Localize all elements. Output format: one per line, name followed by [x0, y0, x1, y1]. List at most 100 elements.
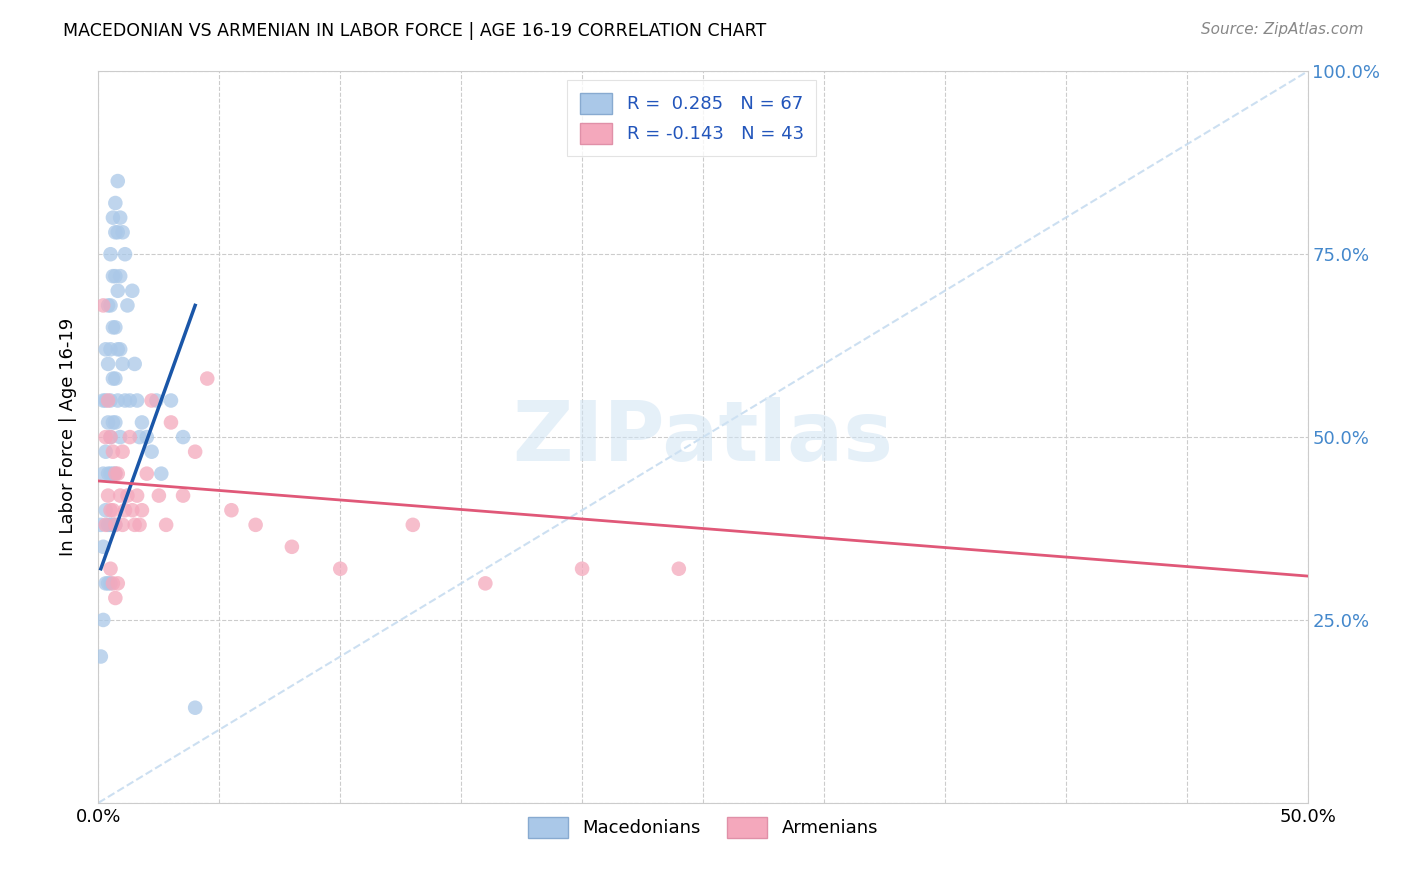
- Point: [101, 371, 124, 385]
- Point: [97, 416, 120, 430]
- Point: [474, 576, 496, 591]
- Point: [131, 503, 153, 517]
- Point: [108, 211, 131, 225]
- Point: [329, 562, 352, 576]
- Point: [100, 298, 122, 312]
- Point: [128, 517, 150, 532]
- Point: [135, 430, 157, 444]
- Point: [114, 247, 136, 261]
- Point: [101, 576, 124, 591]
- Point: [107, 284, 129, 298]
- Point: [127, 393, 149, 408]
- Point: [107, 225, 129, 239]
- Point: [97, 298, 120, 312]
- Point: [111, 517, 134, 532]
- Point: [97, 489, 120, 503]
- Point: [101, 467, 124, 481]
- Point: [94, 430, 117, 444]
- Point: [107, 393, 129, 408]
- Point: [131, 416, 153, 430]
- Point: [91, 298, 114, 312]
- Point: [128, 430, 150, 444]
- Point: [90, 517, 112, 532]
- Point: [668, 562, 690, 576]
- Point: [160, 393, 183, 408]
- Point: [100, 503, 122, 517]
- Point: [91, 467, 114, 481]
- Text: ZIPatlas: ZIPatlas: [513, 397, 893, 477]
- Point: [172, 430, 194, 444]
- Point: [104, 416, 127, 430]
- Point: [114, 503, 136, 517]
- Point: [91, 540, 114, 554]
- Point: [91, 393, 114, 408]
- Point: [94, 393, 117, 408]
- Point: [108, 343, 131, 357]
- Point: [124, 517, 146, 532]
- Point: [97, 517, 120, 532]
- Point: [104, 371, 127, 385]
- Point: [101, 320, 124, 334]
- Point: [100, 467, 122, 481]
- Point: [100, 343, 122, 357]
- Point: [107, 576, 129, 591]
- Y-axis label: In Labor Force | Age 16-19: In Labor Force | Age 16-19: [59, 318, 77, 557]
- Point: [97, 576, 120, 591]
- Point: [111, 357, 134, 371]
- Point: [281, 540, 304, 554]
- Point: [121, 503, 143, 517]
- Point: [108, 489, 131, 503]
- Point: [118, 430, 141, 444]
- Point: [145, 393, 167, 408]
- Point: [111, 225, 134, 239]
- Point: [100, 562, 122, 576]
- Point: [150, 467, 173, 481]
- Point: [90, 649, 112, 664]
- Point: [184, 700, 207, 714]
- Point: [135, 467, 157, 481]
- Point: [100, 393, 122, 408]
- Point: [118, 393, 141, 408]
- Point: [221, 503, 243, 517]
- Point: [104, 225, 127, 239]
- Legend: Macedonians, Armenians: Macedonians, Armenians: [520, 810, 886, 845]
- Point: [100, 247, 122, 261]
- Point: [100, 430, 122, 444]
- Point: [104, 269, 127, 284]
- Point: [94, 343, 117, 357]
- Point: [141, 393, 163, 408]
- Point: [117, 298, 139, 312]
- Point: [104, 320, 127, 334]
- Point: [117, 489, 139, 503]
- Point: [111, 444, 134, 458]
- Text: MACEDONIAN VS ARMENIAN IN LABOR FORCE | AGE 16-19 CORRELATION CHART: MACEDONIAN VS ARMENIAN IN LABOR FORCE | …: [63, 22, 766, 40]
- Point: [104, 517, 127, 532]
- Point: [94, 444, 117, 458]
- Point: [107, 343, 129, 357]
- Point: [94, 503, 117, 517]
- Point: [108, 269, 131, 284]
- Point: [94, 576, 117, 591]
- Text: Source: ZipAtlas.com: Source: ZipAtlas.com: [1201, 22, 1364, 37]
- Point: [114, 393, 136, 408]
- Point: [97, 467, 120, 481]
- Point: [104, 467, 127, 481]
- Point: [100, 430, 122, 444]
- Point: [91, 613, 114, 627]
- Point: [104, 591, 127, 605]
- Point: [108, 430, 131, 444]
- Point: [97, 357, 120, 371]
- Point: [172, 489, 194, 503]
- Point: [195, 371, 218, 385]
- Point: [104, 517, 127, 532]
- Point: [402, 517, 425, 532]
- Point: [101, 211, 124, 225]
- Point: [101, 444, 124, 458]
- Point: [160, 416, 183, 430]
- Point: [571, 562, 593, 576]
- Point: [101, 269, 124, 284]
- Point: [100, 517, 122, 532]
- Point: [100, 576, 122, 591]
- Point: [107, 174, 129, 188]
- Point: [127, 489, 149, 503]
